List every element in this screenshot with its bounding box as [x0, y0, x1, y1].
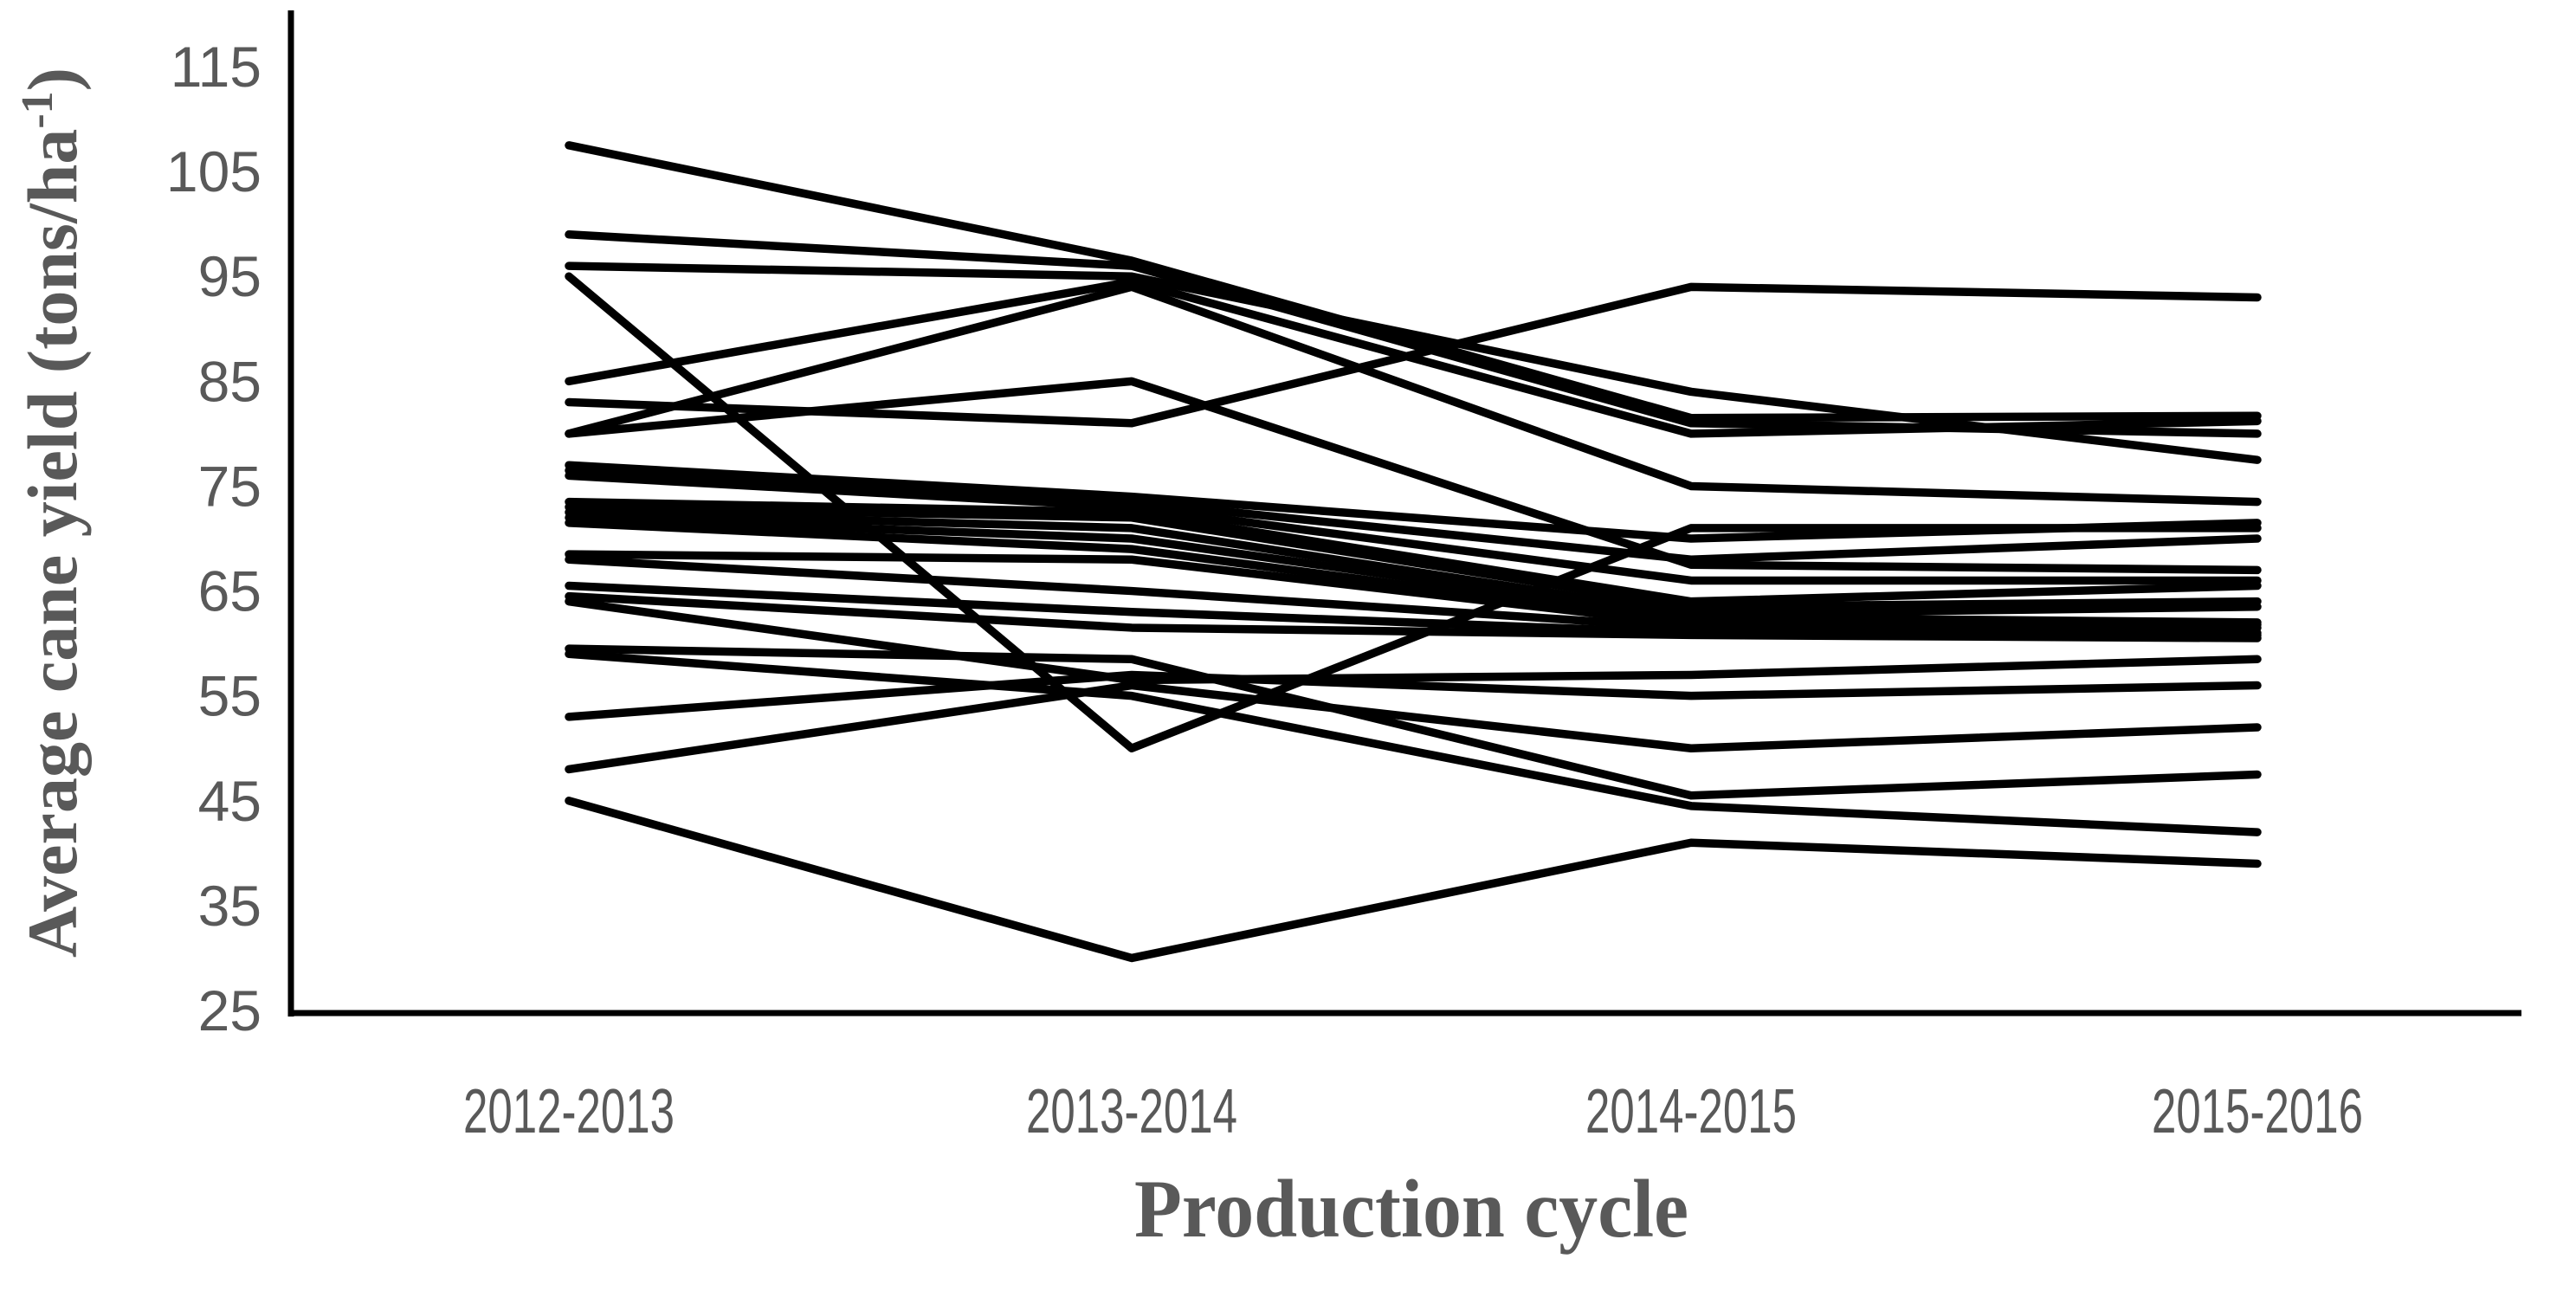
series-line-17 — [565, 550, 2262, 632]
y-tick-label-35: 35 — [198, 874, 261, 938]
y-axis-title-close-paren: ) — [13, 68, 92, 91]
series-line-22 — [565, 644, 2262, 800]
y-tick-label-75: 75 — [198, 454, 261, 518]
y-axis-title-superscript: -1 — [13, 91, 62, 128]
series-lines — [565, 141, 2262, 963]
series-line-14 — [565, 507, 2262, 618]
y-axis-title-text: Average cane yield (tons/ha — [13, 129, 92, 958]
y-tick-label-115: 115 — [171, 35, 261, 99]
x-tick-label-2015-2016: 2015-2016 — [2152, 1077, 2363, 1146]
series-line-21 — [565, 597, 2262, 685]
y-tick-label-65: 65 — [198, 559, 261, 623]
series-line-10 — [565, 466, 2262, 564]
series-line-11 — [565, 471, 2262, 585]
y-tick-label-105: 105 — [166, 139, 261, 203]
y-tick-label-45: 45 — [198, 769, 261, 833]
x-tick-label-2014-2015: 2014-2015 — [1585, 1077, 1797, 1146]
series-line-1 — [565, 141, 2262, 423]
series-line-23 — [565, 649, 2262, 836]
y-tick-label-85: 85 — [198, 349, 261, 413]
x-axis-title: Production cycle — [1134, 1163, 1688, 1255]
y-axis: 115 105 95 85 75 65 55 45 35 25 — [166, 10, 294, 1042]
series-line-12 — [565, 497, 2262, 606]
x-tick-label-2012-2013: 2012-2013 — [463, 1077, 675, 1146]
series-line-9 — [565, 461, 2262, 543]
series-line-13 — [565, 502, 2262, 611]
x-tick-label-2013-2014: 2013-2014 — [1026, 1077, 1237, 1146]
series-line-24 — [565, 670, 2262, 721]
series-line-26 — [565, 797, 2262, 963]
series-line-6 — [565, 282, 2262, 428]
y-tick-label-55: 55 — [198, 664, 261, 728]
series-line-20 — [565, 591, 2262, 642]
x-tick-labels: 2012-2013 2013-2014 2014-2015 2015-2016 — [463, 1077, 2363, 1146]
x-axis: 2012-2013 2013-2014 2014-2015 2015-2016 — [288, 1010, 2521, 1146]
y-tick-label-25: 25 — [198, 978, 261, 1042]
y-tick-labels: 115 105 95 85 75 65 55 45 35 25 — [166, 35, 261, 1042]
y-tick-label-95: 95 — [198, 244, 261, 308]
series-line-5 — [565, 282, 2262, 507]
series-line-25 — [565, 681, 2262, 774]
y-axis-title: Average cane yield (tons/ha-1) — [13, 68, 92, 958]
series-line-8 — [565, 377, 2262, 575]
